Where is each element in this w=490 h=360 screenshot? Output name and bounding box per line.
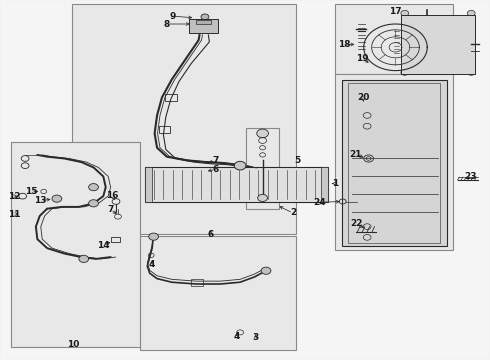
Bar (246, 128, 279, 209)
Text: 10: 10 (67, 341, 79, 350)
Circle shape (258, 194, 268, 202)
Text: 7: 7 (107, 205, 114, 214)
Bar (321, 167, 328, 202)
Text: 12: 12 (8, 192, 21, 201)
Bar (189, 19, 218, 33)
Text: 20: 20 (357, 93, 369, 102)
Circle shape (149, 233, 159, 240)
Text: 5: 5 (294, 156, 301, 165)
Bar (342, 80, 447, 246)
Text: 14: 14 (97, 241, 110, 250)
Text: 6: 6 (208, 230, 214, 239)
Circle shape (234, 161, 246, 170)
Circle shape (261, 267, 271, 274)
Text: 17: 17 (389, 7, 402, 16)
Circle shape (89, 200, 98, 207)
Text: 21: 21 (349, 150, 362, 159)
Circle shape (257, 129, 269, 138)
Bar (335, 74, 453, 250)
Circle shape (401, 10, 409, 16)
Circle shape (79, 255, 89, 262)
Circle shape (401, 69, 409, 75)
Circle shape (52, 195, 62, 202)
Bar (140, 235, 296, 350)
Text: 16: 16 (106, 191, 119, 200)
Bar (191, 279, 203, 286)
Text: 24: 24 (313, 198, 325, 207)
Bar (159, 126, 170, 134)
Circle shape (201, 14, 209, 20)
Bar (401, 15, 475, 74)
Text: 9: 9 (170, 12, 176, 21)
Text: 6: 6 (213, 165, 219, 174)
Text: 11: 11 (8, 210, 21, 219)
Text: 4: 4 (149, 260, 155, 269)
Circle shape (467, 69, 475, 75)
Bar (196, 20, 211, 24)
Text: 2: 2 (290, 208, 296, 217)
Circle shape (467, 10, 475, 16)
Bar (111, 237, 121, 242)
Text: 18: 18 (339, 40, 351, 49)
Text: 19: 19 (356, 54, 368, 63)
Text: 7: 7 (213, 156, 219, 165)
Text: 22: 22 (350, 219, 363, 228)
Text: 15: 15 (24, 187, 37, 196)
Bar (347, 83, 441, 243)
Circle shape (89, 184, 98, 191)
Text: 3: 3 (253, 333, 259, 342)
Text: 23: 23 (465, 172, 477, 181)
Bar (145, 167, 152, 202)
Circle shape (206, 22, 216, 30)
Bar (11, 142, 140, 347)
Text: 8: 8 (164, 19, 170, 28)
Text: 13: 13 (34, 196, 47, 205)
Text: 4: 4 (234, 332, 240, 341)
Bar (165, 94, 176, 101)
Bar (72, 4, 296, 234)
Bar (335, 4, 453, 74)
Text: 1: 1 (332, 179, 339, 188)
Bar (145, 167, 328, 202)
Circle shape (191, 22, 201, 30)
